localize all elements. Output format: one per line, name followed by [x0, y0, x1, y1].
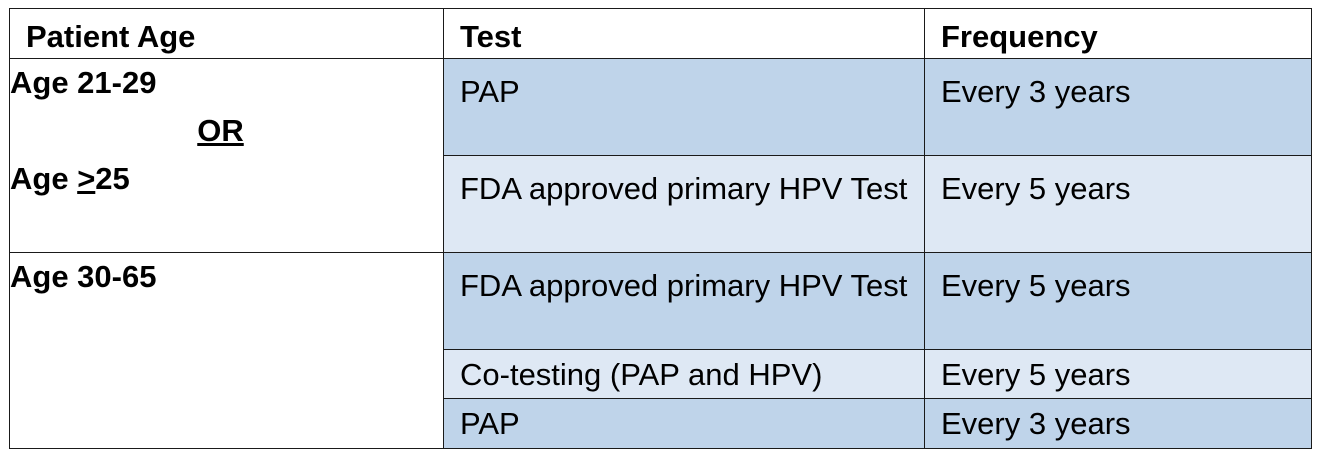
table-row: FDA approved primary HPV Test Every 5 ye… [10, 154, 1312, 253]
greater-equal-symbol: > [77, 160, 96, 196]
test-cell: FDA approved primary HPV Test [443, 154, 925, 253]
frequency-cell: Every 3 years [924, 57, 1312, 156]
test-cell: PAP [443, 398, 925, 449]
age-group-cell: Age 30-65 [9, 251, 444, 450]
age-label: Age 21-29 [10, 64, 157, 100]
table-row: PAP Every 3 years [10, 398, 1312, 449]
screening-table: Patient Age Test Frequency Age 21-29 OR … [9, 8, 1312, 450]
age-group-cell: Age 21-29 OR Age >25 [9, 57, 444, 253]
header-test: Test [443, 8, 925, 59]
test-cell: PAP [443, 57, 925, 156]
test-cell: Co-testing (PAP and HPV) [443, 348, 925, 400]
frequency-cell: Every 3 years [924, 398, 1312, 449]
table-header-row: Patient Age Test Frequency [9, 8, 1312, 59]
frequency-cell: Every 5 years [924, 348, 1312, 400]
frequency-cell: Every 5 years [924, 154, 1312, 253]
frequency-cell: Every 5 years [924, 251, 1312, 350]
header-patient-age: Patient Age [9, 8, 444, 59]
header-frequency: Frequency [924, 8, 1312, 59]
or-label: OR [197, 112, 244, 148]
age-label: Age 30-65 [10, 258, 157, 294]
table-row: Age 21-29 OR Age >25 PAP Every 3 years [9, 57, 1312, 253]
test-cell: FDA approved primary HPV Test [443, 251, 925, 350]
table-row: Age 30-65 FDA approved primary HPV Test … [9, 251, 1312, 450]
age-label: Age >25 [10, 160, 130, 196]
